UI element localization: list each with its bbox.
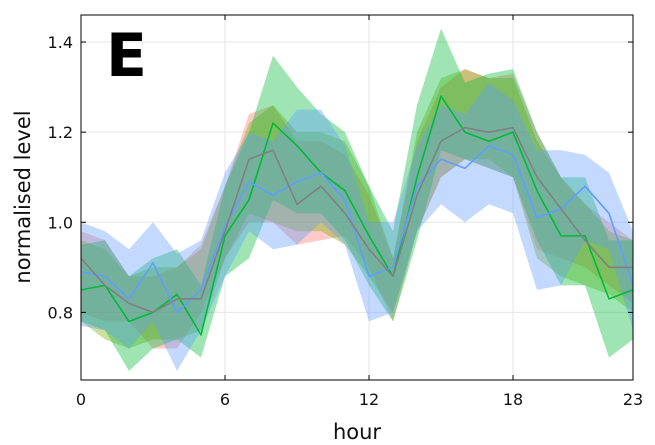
y-tick-label: 0.8: [48, 303, 73, 322]
x-tick-label: 6: [220, 390, 230, 409]
line-series-5: [80, 126, 633, 314]
y-tick-label: 1.2: [48, 123, 73, 142]
x-tick-label: 23: [623, 390, 643, 409]
ribbon-series-3: [81, 28, 633, 371]
y-tick-label: 1.0: [48, 213, 73, 232]
line-series-4: [80, 144, 634, 314]
plot-frame: [80, 14, 634, 381]
line-series-3: [80, 95, 634, 336]
x-tick-label: 12: [359, 390, 379, 409]
x-tick-label: 18: [503, 390, 523, 409]
ribbons: [81, 28, 633, 371]
ribbon-series-4: [81, 82, 633, 371]
x-axis-title: hour: [333, 420, 381, 444]
panel-label: E: [106, 21, 147, 91]
y-tick-label: 1.4: [48, 33, 73, 52]
x-tick-label: 0: [76, 390, 86, 409]
series-lines: [80, 95, 634, 336]
y-axis-title: normalised level: [11, 110, 35, 283]
axis-ticks: 0 6 12 18 23 0.8 1.0 1.2 1.4: [48, 15, 643, 409]
